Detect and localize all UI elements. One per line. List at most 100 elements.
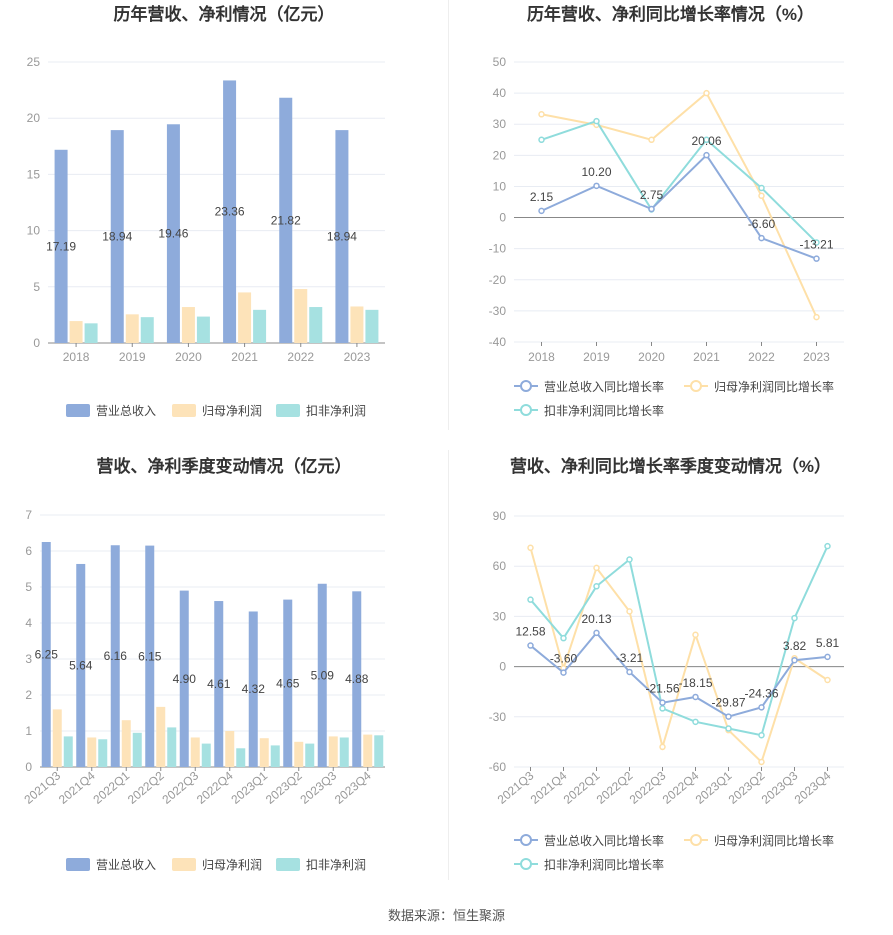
bar-data-label: 18.94 (102, 230, 132, 244)
legend-swatch (172, 858, 196, 871)
y-tick-label: 5 (25, 580, 32, 594)
bar-revenue (248, 611, 258, 767)
y-tick-label: 6 (25, 544, 32, 558)
legend-item[interactable]: 归母净利润同比增长率 (684, 379, 834, 394)
x-tick-label: 2022Q2 (125, 768, 167, 806)
x-tick-label: 2021Q3 (495, 768, 537, 806)
line-data-label: -3.60 (550, 652, 578, 666)
line-data-label: 5.81 (816, 636, 840, 650)
series-line-revenue (541, 153, 817, 260)
legend-item[interactable]: 扣非净利润 (276, 404, 366, 418)
bar-deducted-profit (309, 307, 323, 343)
x-tick-label: 2022Q4 (660, 768, 702, 806)
bar-deducted-profit (270, 745, 280, 767)
legend-swatch (276, 404, 300, 417)
x-tick-label: 2022Q1 (561, 768, 603, 806)
line-data-label: 20.13 (581, 612, 611, 626)
y-tick-label: -30 (489, 304, 507, 318)
data-point (626, 556, 633, 563)
bar-revenue (145, 545, 155, 767)
x-tick-label: 2021Q3 (21, 768, 63, 806)
legend-item[interactable]: 扣非净利润 (276, 858, 366, 872)
bar-deducted-profit (339, 737, 349, 767)
bar-revenue (41, 542, 51, 767)
legend-marker (520, 834, 532, 846)
bar-data-label: 6.15 (138, 649, 162, 663)
y-tick-label: 10 (27, 224, 41, 238)
y-tick-label: 2 (25, 688, 32, 702)
legend-label: 营业总收入同比增长率 (544, 833, 664, 848)
legend-marker (520, 858, 532, 870)
data-point (703, 151, 710, 159)
legend-label: 归母净利润同比增长率 (714, 833, 834, 848)
data-point (703, 136, 710, 144)
bar-data-label: 4.61 (207, 677, 231, 691)
x-tick-label: 2022Q3 (627, 768, 669, 806)
legend-item[interactable]: 归母净利润 (172, 858, 262, 872)
data-point (593, 583, 600, 590)
line-data-label: -18.15 (678, 676, 712, 690)
x-tick-label: 2022Q2 (594, 768, 636, 806)
x-tick-label: 2023 (803, 350, 830, 364)
y-tick-label: 0 (33, 336, 40, 350)
bar-deducted-profit (253, 309, 267, 343)
legend-item[interactable]: 营业总收入同比增长率 (514, 833, 664, 848)
bar-net-profit (181, 307, 195, 343)
bar-data-label: 4.88 (345, 672, 369, 686)
legend-label: 归母净利润 (202, 404, 262, 418)
legend-item[interactable]: 扣非净利润同比增长率 (514, 403, 664, 418)
line-data-label: -6.60 (748, 217, 776, 231)
legend-item[interactable]: 归母净利润同比增长率 (684, 833, 834, 848)
legend-item[interactable]: 营业总收入 (66, 858, 156, 872)
y-tick-label: 90 (493, 509, 507, 523)
series-line-deducted-profit (541, 119, 818, 244)
y-tick-label: 1 (25, 724, 32, 738)
bar-net-profit (238, 292, 252, 343)
legend-item[interactable]: 营业总收入 (66, 404, 156, 418)
x-tick-label: 2018 (528, 350, 555, 364)
y-tick-label: -30 (489, 710, 507, 724)
bar-data-label: 4.65 (276, 676, 300, 690)
y-tick-label: 15 (27, 167, 41, 181)
y-tick-label: 5 (33, 280, 40, 294)
bar-data-label: 4.32 (242, 682, 266, 696)
line-data-label: 2.75 (640, 188, 664, 202)
bar-deducted-profit (201, 743, 211, 767)
line-data-label: -3.21 (616, 651, 644, 665)
data-point (758, 704, 765, 711)
legend-label: 营业总收入 (96, 858, 156, 872)
line-data-label: 20.06 (691, 134, 721, 148)
x-tick-label: 2022Q3 (159, 768, 201, 806)
data-point (626, 668, 633, 676)
bar-revenue (317, 583, 327, 767)
x-tick-label: 2023Q3 (297, 768, 339, 806)
data-point (560, 669, 567, 676)
line-data-label: 2.15 (530, 190, 554, 204)
bar-net-profit (87, 737, 97, 767)
x-tick-label: 2022Q1 (90, 768, 132, 806)
chart-title: 营收、净利同比增长率季度变动情况（%） (510, 456, 831, 476)
line-data-label: -29.87 (711, 696, 745, 710)
bar-deducted-profit (236, 748, 246, 767)
bar-net-profit (52, 709, 62, 767)
y-tick-label: 30 (493, 609, 507, 623)
bar-deducted-profit (374, 735, 384, 767)
legend-item[interactable]: 扣非净利润同比增长率 (514, 857, 664, 872)
y-tick-label: 0 (499, 660, 506, 674)
data-point (725, 713, 732, 720)
bar-data-label: 5.09 (311, 668, 335, 682)
data-point (560, 634, 567, 642)
legend-item[interactable]: 营业总收入同比增长率 (514, 379, 664, 394)
bar-deducted-profit (140, 317, 154, 343)
y-tick-label: -60 (489, 760, 507, 774)
data-point (791, 656, 798, 664)
data-point (824, 542, 831, 550)
quarterly-growth-rate-chart: 营收、净利同比增长率季度变动情况（%） -60 -30 0 30 60 90 2021Q3 20… (489, 456, 844, 872)
data-point (758, 184, 765, 192)
legend-item[interactable]: 归母净利润 (172, 404, 262, 418)
bar-net-profit (294, 289, 308, 343)
bar-net-profit (259, 738, 269, 767)
legend-marker (690, 834, 702, 846)
data-source-note: 数据来源：恒生聚源 (387, 908, 505, 923)
y-tick-label: 60 (493, 559, 507, 573)
